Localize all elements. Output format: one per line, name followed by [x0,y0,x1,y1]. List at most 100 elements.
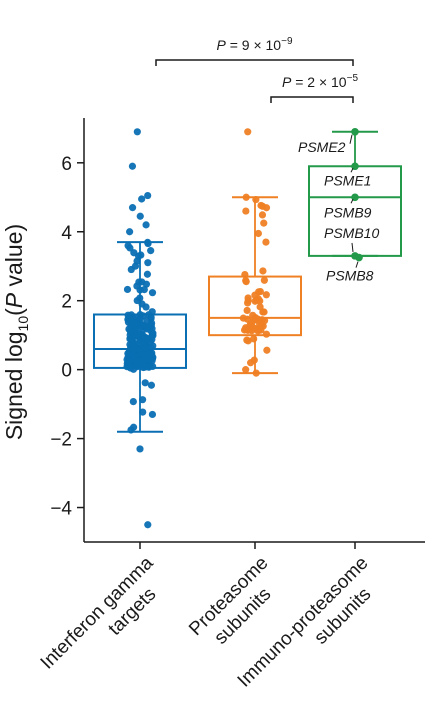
category-2-point [244,128,252,136]
category-1-point [147,381,156,389]
points-layer: PSME2 PSME1 PSMB9 PSMB10 PSMB8 [123,127,379,529]
category-2-point [260,219,268,227]
category-1-point [148,289,157,297]
category-1-point [144,521,152,529]
category-2-point [262,204,271,212]
significance-label-part: = 9 × 10 [226,37,281,53]
category-1-point [138,396,147,404]
category-2-point [243,306,251,315]
category-1-point [129,398,137,406]
significance-label-1: P = 9 × 10−9 [216,36,292,53]
category-2-point [258,211,267,219]
category-1-point [136,445,144,453]
y-tick-label: 0 [61,361,72,382]
y-axis-label-part: 10 [15,316,31,332]
category-1-point [142,221,150,229]
category-1-point [143,270,152,278]
category-2-point [242,193,250,201]
category-1-point [136,212,144,220]
category-2-point [241,270,249,279]
category-2-point [263,346,271,354]
category-1-point [138,300,146,308]
category-2-point [244,337,252,345]
category-2-point [250,335,258,343]
category-2-point [255,319,263,327]
significance-label-part: P [282,74,292,90]
category-2-point [254,327,262,335]
category-2-point [239,314,247,322]
category-2-point [260,276,268,284]
category-2-point [242,276,250,285]
gene-point-psme1 [351,162,359,171]
category-2-point [262,238,270,246]
gene-point-psmb9 [351,193,359,202]
category-2-point [256,287,264,296]
gene-leader-psmb8 [355,261,359,268]
significance-label-part: P [216,37,226,53]
y-tick-label: 6 [61,154,72,175]
gene-point-psme2 [351,127,359,136]
category-2-point [242,326,250,334]
category-2-point [252,369,260,377]
category-1-point [148,410,157,419]
gene-label-psmb8: PSMB8 [326,268,374,284]
y-axis-label: Signed log10(P value) [1,224,31,440]
category-1-point [141,333,149,341]
gene-leader-psmb10 [351,242,354,252]
category-2-point [252,195,260,204]
category-1-point [136,286,144,294]
gene-label-psmb9: PSMB9 [324,204,372,220]
category-1-point [139,312,147,320]
significance-bracket-2 [270,96,354,103]
category-1-point [126,244,134,252]
category-1-point [144,238,152,246]
category-1-point [144,259,152,267]
category-1-point [124,349,132,358]
category-2-point [242,207,250,215]
category-2-point [260,308,268,316]
gene-label-psme1: PSME1 [324,172,371,188]
category-2-point [262,291,270,299]
category-2-point [242,366,250,374]
category-1-point [126,228,134,236]
category-2-point [254,229,262,238]
category-2-point [262,330,271,338]
category-1-point [125,314,133,322]
y-axis-label-part: value) [1,224,27,293]
y-tick-label: −4 [50,499,72,520]
category-1-point [142,280,151,288]
y-tick-label: −2 [50,430,72,451]
y-tick-label: 2 [61,292,72,313]
x-tick-label-category-1: Interferon gammatargets [37,552,175,690]
gene-leader-psmb9 [350,199,354,204]
category-1-point [129,346,138,354]
significance-label-2: P = 2 × 10−5 [282,73,358,90]
category-1-point [128,204,137,212]
category-1-point [127,426,135,434]
category-1-point [149,362,157,371]
category-1-point [142,344,150,352]
category-1-point [126,328,135,336]
category-2-point [246,359,255,367]
category-1-point [141,379,149,387]
category-1-point [123,285,132,294]
significance-label-part: = 2 × 10 [291,74,346,90]
gene-point-psmb8 [355,253,363,262]
gene-leader-psme1 [350,168,354,173]
category-2-box [208,275,302,337]
significance-layer: P = 9 × 10−9 P = 2 × 10−5 [155,36,358,103]
category-2-point [244,294,252,302]
category-1-point [132,357,141,365]
gene-label-psmb10: PSMB10 [324,225,379,241]
category-1-point [138,195,146,203]
category-1-point [147,247,155,255]
gene-leader-psme2 [349,134,353,144]
category-1-point [131,340,139,348]
category-1-point [139,408,147,416]
category-1-point [128,162,137,170]
category-2-point [259,267,267,275]
category-1-point [148,319,156,327]
significance-label-part: −9 [281,36,293,47]
category-2-point [249,316,258,324]
